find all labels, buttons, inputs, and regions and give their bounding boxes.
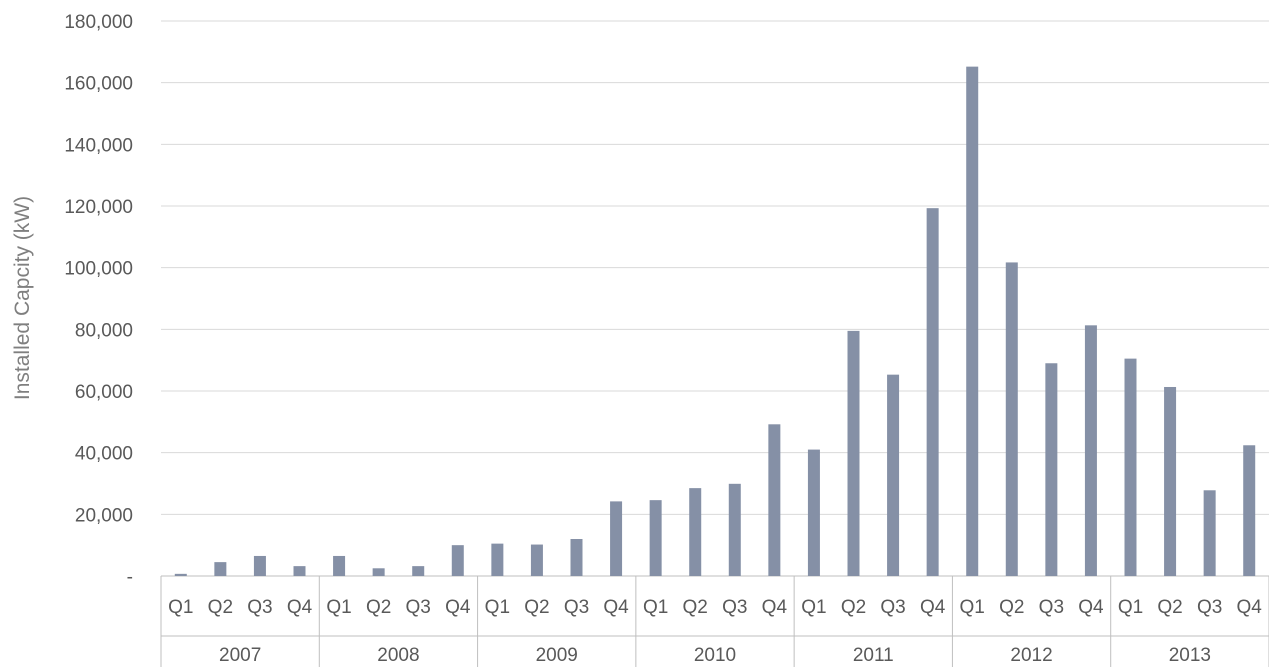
x-tick-label-quarter: Q1 [1118, 597, 1143, 618]
x-tick-label-year: 2009 [536, 645, 578, 666]
bar [1124, 358, 1137, 576]
bar [530, 544, 543, 576]
x-tick-label-quarter: Q3 [722, 597, 747, 618]
x-tick-label-quarter: Q3 [1197, 597, 1222, 618]
y-tick-label: 160,000 [64, 74, 133, 95]
x-tick-label-quarter: Q3 [406, 597, 431, 618]
bar [1164, 386, 1177, 576]
x-tick-label-quarter: Q4 [445, 597, 471, 618]
bar [293, 566, 306, 576]
bar [214, 562, 227, 576]
bar [847, 330, 860, 576]
x-tick-label-year: 2010 [694, 645, 736, 666]
y-axis-label: Installed Capcity (kW) [11, 196, 34, 400]
bar [372, 568, 385, 576]
x-tick-label-quarter: Q3 [1039, 597, 1064, 618]
bar [1084, 325, 1097, 576]
y-tick-label: - [127, 567, 133, 588]
x-tick-label-year: 2012 [1010, 645, 1052, 666]
x-tick-label-quarter: Q3 [247, 597, 272, 618]
bar [728, 483, 741, 576]
x-tick-label-year: 2007 [219, 645, 261, 666]
x-tick-label-year: 2011 [853, 645, 894, 666]
x-tick-label-quarter: Q1 [643, 597, 668, 618]
x-tick-label-quarter: Q2 [208, 597, 233, 618]
bar [887, 374, 900, 576]
x-tick-label-quarter: Q4 [1078, 597, 1104, 618]
y-tick-label: 140,000 [64, 135, 133, 156]
x-tick-label-quarter: Q1 [960, 597, 985, 618]
x-tick-label-quarter: Q1 [485, 597, 510, 618]
bar [412, 566, 425, 576]
bar [333, 555, 346, 576]
x-tick-label-quarter: Q2 [841, 597, 866, 618]
y-tick-label: 100,000 [64, 259, 133, 280]
bar [491, 543, 504, 576]
y-tick-label: 60,000 [75, 382, 133, 403]
x-tick-label-quarter: Q4 [920, 597, 946, 618]
y-tick-label: 120,000 [64, 197, 133, 218]
bar [768, 424, 781, 576]
x-tick-label-quarter: Q1 [326, 597, 351, 618]
bar [1045, 363, 1058, 576]
bar [966, 66, 979, 576]
bar [689, 488, 702, 576]
bar [1243, 445, 1256, 576]
bar [649, 500, 662, 576]
bar [1005, 262, 1018, 576]
bar [253, 555, 266, 576]
y-tick-label: 180,000 [64, 12, 133, 33]
bar [807, 449, 820, 576]
y-tick-label: 80,000 [75, 320, 133, 341]
x-tick-label-quarter: Q2 [366, 597, 391, 618]
bar [451, 545, 464, 576]
x-tick-label-quarter: Q2 [1157, 597, 1182, 618]
x-tick-label-quarter: Q2 [999, 597, 1024, 618]
bar [570, 539, 583, 576]
y-tick-label: 40,000 [75, 444, 133, 465]
x-tick-label-year: 2008 [377, 645, 419, 666]
x-tick-label-quarter: Q4 [287, 597, 313, 618]
x-tick-label-quarter: Q2 [524, 597, 549, 618]
x-tick-label-quarter: Q4 [1237, 597, 1263, 618]
x-tick-label-year: 2013 [1169, 645, 1211, 666]
bar [174, 573, 187, 576]
x-tick-label-quarter: Q4 [762, 597, 788, 618]
x-tick-label-quarter: Q1 [168, 597, 193, 618]
x-tick-label-quarter: Q3 [564, 597, 589, 618]
bar [1203, 490, 1216, 576]
bar [926, 208, 939, 577]
bar [610, 501, 623, 576]
x-tick-label-quarter: Q3 [880, 597, 905, 618]
x-tick-label-quarter: Q4 [603, 597, 629, 618]
y-tick-label: 20,000 [75, 505, 133, 526]
x-tick-label-quarter: Q1 [801, 597, 826, 618]
x-tick-label-quarter: Q2 [683, 597, 708, 618]
